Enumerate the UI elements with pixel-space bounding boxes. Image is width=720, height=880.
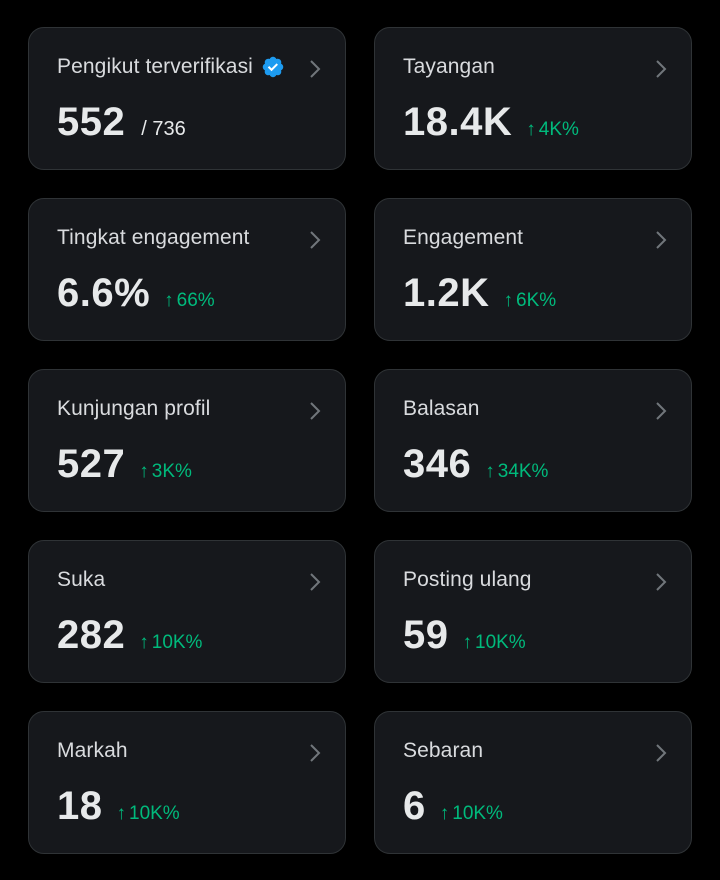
chevron-right-icon: [310, 60, 321, 78]
chevron-right-icon: [310, 231, 321, 249]
metric-value: 527: [57, 442, 126, 486]
chevron-right-icon: [656, 60, 667, 78]
card-label-row: Markah: [57, 739, 128, 763]
metric-total: / 736: [141, 118, 186, 140]
trend-indicator: ↑ 10K%: [463, 632, 526, 654]
card-label: Engagement: [403, 226, 524, 249]
value-row: 1.2K ↑ 6K%: [403, 271, 556, 316]
metric-value: 1.2K: [403, 271, 490, 315]
value-row: 6.6% ↑ 66%: [57, 271, 215, 316]
card-bookmarks[interactable]: Markah 18 ↑ 10K%: [28, 711, 346, 854]
arrow-up-icon: ↑: [439, 803, 450, 824]
trend-value: 4K%: [538, 119, 579, 140]
card-label-row: Tingkat engagement: [57, 226, 249, 250]
trend-indicator: ↑ 4K%: [526, 119, 579, 141]
trend-value: 6K%: [516, 290, 557, 311]
card-label-row: Kunjungan profil: [57, 397, 210, 421]
metric-value: 59: [403, 613, 449, 657]
card-label: Suka: [57, 568, 106, 591]
chevron-right-icon: [656, 402, 667, 420]
arrow-up-icon: ↑: [526, 119, 536, 140]
card-label-row: Sebaran: [403, 739, 483, 763]
arrow-up-icon: ↑: [116, 803, 127, 824]
chevron-right-icon: [310, 744, 321, 762]
card-engagements[interactable]: Engagement 1.2K ↑ 6K%: [374, 198, 692, 341]
metric-value: 6.6%: [57, 271, 151, 315]
card-reposts[interactable]: Posting ulang 59 ↑ 10K%: [374, 540, 692, 683]
card-label: Markah: [57, 739, 128, 762]
metric-value: 18.4K: [403, 100, 513, 144]
chevron-right-icon: [656, 231, 667, 249]
card-impressions[interactable]: Tayangan 18.4K ↑ 4K%: [374, 27, 692, 170]
trend-value: 10K%: [129, 803, 180, 824]
value-row: 552 / 736: [57, 100, 186, 145]
metric-value: 6: [403, 784, 426, 828]
value-row: 527 ↑ 3K%: [57, 442, 192, 487]
card-label-row: Pengikut terverifikasi: [57, 55, 285, 79]
card-shares[interactable]: Sebaran 6 ↑ 10K%: [374, 711, 692, 854]
verified-badge-icon: [262, 56, 284, 78]
card-label-row: Tayangan: [403, 55, 495, 79]
arrow-up-icon: ↑: [139, 461, 149, 482]
chevron-right-icon: [656, 573, 667, 591]
card-label: Pengikut terverifikasi: [57, 55, 253, 78]
card-profile-visits[interactable]: Kunjungan profil 527 ↑ 3K%: [28, 369, 346, 512]
arrow-up-icon: ↑: [462, 632, 473, 653]
trend-value: 3K%: [151, 461, 192, 482]
value-row: 18.4K ↑ 4K%: [403, 100, 579, 145]
metric-value: 346: [403, 442, 472, 486]
card-label-row: Posting ulang: [403, 568, 532, 592]
metric-value: 18: [57, 784, 103, 828]
arrow-up-icon: ↑: [139, 632, 149, 653]
card-verified-followers[interactable]: Pengikut terverifikasi 552 / 736: [28, 27, 346, 170]
arrow-up-icon: ↑: [503, 290, 514, 311]
trend-indicator: ↑ 3K%: [139, 461, 192, 483]
metric-value: 552: [57, 100, 126, 144]
trend-value: 10K%: [151, 632, 203, 653]
value-row: 18 ↑ 10K%: [57, 784, 180, 829]
card-label-row: Suka: [57, 568, 105, 592]
card-label: Tayangan: [403, 55, 495, 78]
trend-value: 10K%: [452, 803, 503, 824]
value-row: 346 ↑ 34K%: [403, 442, 548, 487]
arrow-up-icon: ↑: [164, 290, 174, 311]
card-label: Tingkat engagement: [57, 226, 250, 249]
trend-indicator: ↑ 10K%: [440, 803, 503, 825]
trend-value: 34K%: [497, 461, 549, 482]
value-row: 6 ↑ 10K%: [403, 784, 503, 829]
trend-indicator: ↑ 34K%: [485, 461, 548, 483]
card-label-row: Balasan: [403, 397, 480, 421]
card-label-row: Engagement: [403, 226, 523, 250]
trend-value: 10K%: [475, 632, 526, 653]
metrics-grid: Pengikut terverifikasi 552 / 736 Tayanga…: [28, 27, 692, 854]
trend-indicator: ↑ 6K%: [504, 290, 557, 312]
metric-value: 282: [57, 613, 126, 657]
card-replies[interactable]: Balasan 346 ↑ 34K%: [374, 369, 692, 512]
chevron-right-icon: [310, 573, 321, 591]
arrow-up-icon: ↑: [485, 461, 495, 482]
card-engagement-rate[interactable]: Tingkat engagement 6.6% ↑ 66%: [28, 198, 346, 341]
card-likes[interactable]: Suka 282 ↑ 10K%: [28, 540, 346, 683]
value-row: 282 ↑ 10K%: [57, 613, 202, 658]
card-label: Kunjungan profil: [57, 397, 211, 420]
trend-indicator: ↑ 10K%: [117, 803, 180, 825]
card-label: Sebaran: [403, 739, 484, 762]
value-row: 59 ↑ 10K%: [403, 613, 526, 658]
chevron-right-icon: [310, 402, 321, 420]
card-label: Posting ulang: [403, 568, 532, 591]
trend-value: 66%: [176, 290, 215, 311]
chevron-right-icon: [656, 744, 667, 762]
trend-indicator: ↑ 10K%: [139, 632, 202, 654]
trend-indicator: ↑ 66%: [164, 290, 215, 312]
card-label: Balasan: [403, 397, 480, 420]
